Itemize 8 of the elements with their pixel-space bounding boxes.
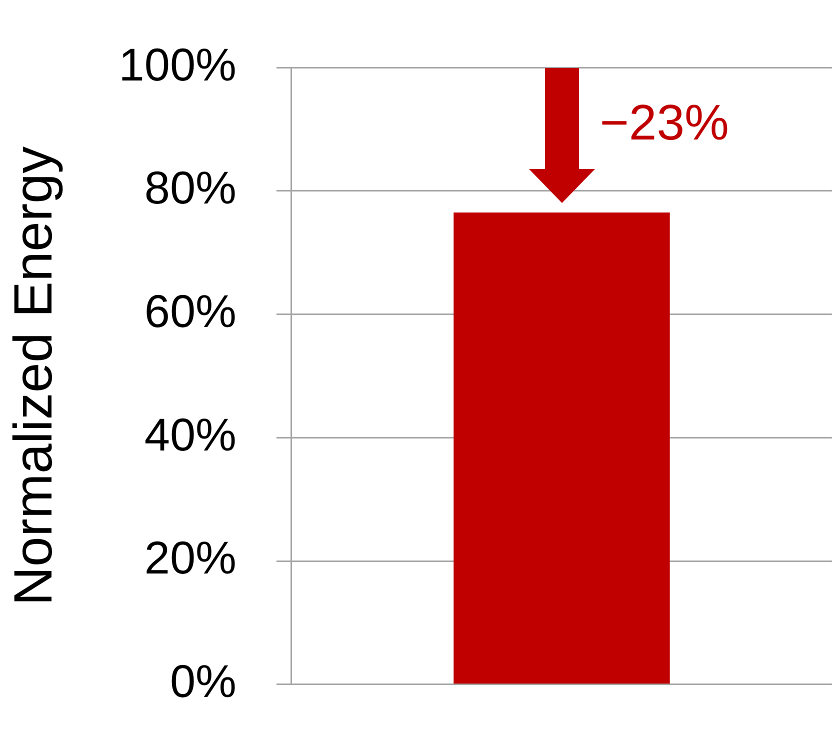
- y-tick-label: 100%: [118, 38, 236, 90]
- y-axis-title: Normalized Energy: [3, 146, 64, 606]
- y-tick-label: 80%: [144, 162, 236, 214]
- y-tick-label: 20%: [144, 532, 236, 584]
- y-tick-label: 0%: [170, 655, 236, 708]
- y-tick-label: 60%: [144, 285, 236, 338]
- annotation: −23%: [600, 94, 730, 150]
- y-tick-label: 40%: [144, 408, 236, 460]
